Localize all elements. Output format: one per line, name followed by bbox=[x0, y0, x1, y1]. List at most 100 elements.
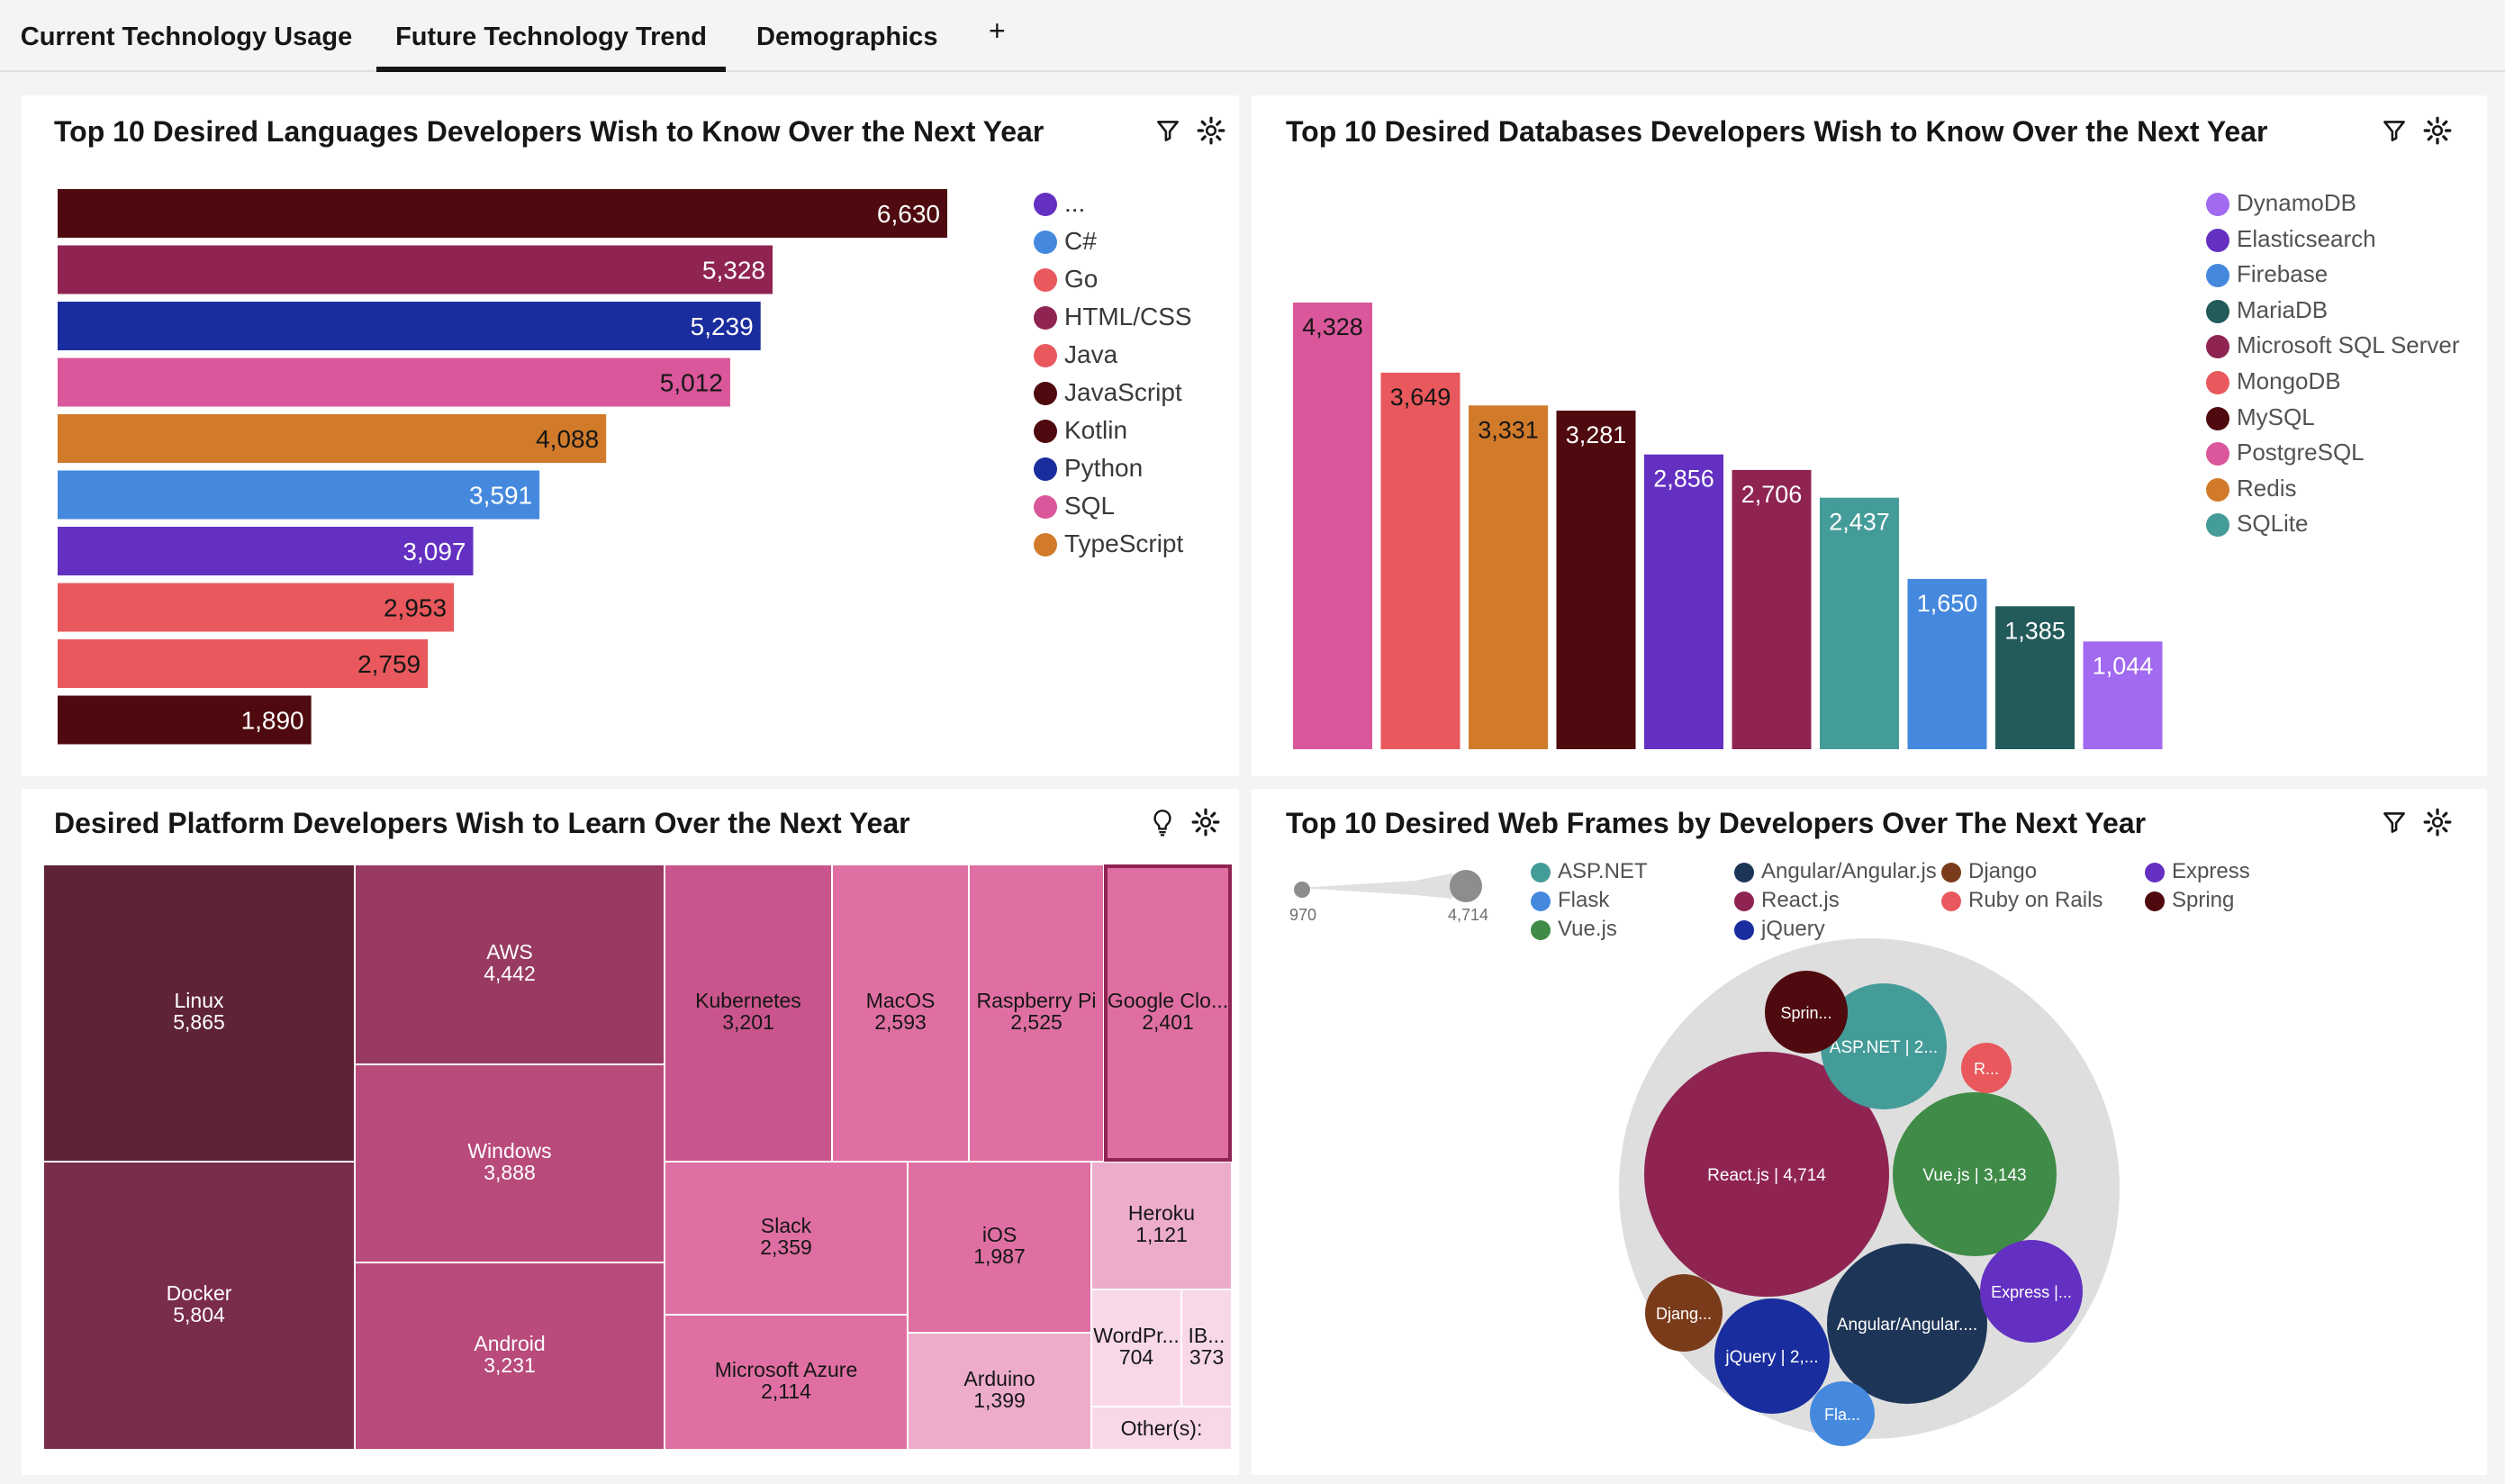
database-bar-4[interactable] bbox=[1644, 454, 1723, 749]
legend-swatch bbox=[1034, 268, 1057, 292]
language-bar-4[interactable] bbox=[58, 414, 607, 463]
language-bar-5[interactable] bbox=[58, 470, 540, 520]
database-bar-3[interactable] bbox=[1556, 410, 1636, 749]
database-bar-7[interactable] bbox=[1907, 578, 1987, 749]
treemap-label: Microsoft Azure bbox=[715, 1358, 858, 1381]
treemap-cell-google-clo[interactable]: Google Clo...2,401 bbox=[1103, 864, 1233, 1163]
database-bar-9[interactable] bbox=[2083, 641, 2163, 749]
database-bar-label-6: 2,437 bbox=[1829, 509, 1890, 536]
language-bar-6[interactable] bbox=[58, 527, 474, 575]
treemap-label: Raspberry Pi bbox=[977, 989, 1097, 1012]
bubble-label: ASP.NET | 2... bbox=[1830, 1038, 1938, 1057]
filter-icon[interactable] bbox=[2379, 807, 2410, 837]
tab-future-technology-trend[interactable]: Future Technology Trend bbox=[376, 0, 726, 72]
settings-icon[interactable] bbox=[2422, 115, 2453, 146]
language-bar-label-4: 4,088 bbox=[536, 425, 599, 453]
database-bar-label-3: 3,281 bbox=[1566, 421, 1627, 448]
webframes-legend: ASP.NET Angular/Angular.js Django Express Fl… bbox=[1531, 859, 2467, 958]
language-bar-3[interactable] bbox=[58, 357, 730, 407]
languages-title: Top 10 Desired Languages Developers Wish… bbox=[54, 115, 1045, 148]
language-bar-0[interactable] bbox=[58, 189, 947, 238]
add-tab-button[interactable]: + bbox=[989, 14, 1006, 47]
lightbulb-icon[interactable] bbox=[1147, 807, 1178, 837]
language-bar-2[interactable] bbox=[58, 302, 761, 350]
language-bar-7[interactable] bbox=[58, 583, 455, 632]
treemap-cell-raspberry-pi[interactable]: Raspberry Pi2,525 bbox=[968, 864, 1105, 1163]
bubble-jquery-2[interactable]: jQuery | 2,... bbox=[1714, 1298, 1830, 1414]
treemap-value: 2,525 bbox=[1010, 1010, 1063, 1034]
legend-swatch bbox=[1531, 863, 1551, 882]
bubble-asp-net-2[interactable]: ASP.NET | 2... bbox=[1821, 983, 1947, 1109]
treemap-value: 1,399 bbox=[973, 1389, 1026, 1412]
legend-swatch bbox=[2206, 264, 2229, 288]
database-bar-1[interactable] bbox=[1380, 372, 1460, 749]
legend-label: SQL bbox=[1064, 492, 1116, 520]
bubble-label: Vue.js | 3,143 bbox=[1922, 1166, 2026, 1185]
treemap-cell-wordpr[interactable]: WordPr...704 bbox=[1090, 1289, 1182, 1407]
bubble-sprin[interactable]: Sprin... bbox=[1765, 971, 1848, 1054]
legend-swatch bbox=[1734, 863, 1754, 882]
filter-icon[interactable] bbox=[2379, 115, 2410, 146]
legend-label: MariaDB bbox=[2237, 295, 2329, 323]
database-bar-0[interactable] bbox=[1293, 303, 1372, 749]
treemap-value: 2,114 bbox=[761, 1380, 811, 1403]
database-bar-2[interactable] bbox=[1469, 405, 1548, 749]
filter-icon[interactable] bbox=[1153, 115, 1183, 146]
legend-swatch bbox=[1531, 920, 1551, 940]
language-bar-1[interactable] bbox=[58, 245, 773, 294]
treemap-label: Other(s): bbox=[1121, 1416, 1203, 1440]
legend-label: JavaScript bbox=[1064, 378, 1182, 406]
database-bar-6[interactable] bbox=[1820, 497, 1899, 749]
bubble-r[interactable]: R... bbox=[1961, 1043, 2012, 1093]
bubble-djang[interactable]: Djang... bbox=[1645, 1274, 1723, 1352]
language-bar-9[interactable] bbox=[58, 695, 312, 745]
legend-label: Flask bbox=[1558, 888, 1610, 912]
language-bar-label-9: 1,890 bbox=[241, 707, 304, 735]
tab-current-technology-usage[interactable]: Current Technology Usage bbox=[20, 23, 353, 51]
bubble-react-js-4-714[interactable]: React.js | 4,714 bbox=[1644, 1052, 1889, 1297]
legend-label: TypeScript bbox=[1064, 529, 1184, 557]
treemap-value: 1,987 bbox=[973, 1244, 1026, 1268]
bubble-angular-angular[interactable]: Angular/Angular.... bbox=[1827, 1244, 1987, 1404]
language-bar-label-1: 5,328 bbox=[702, 257, 765, 285]
treemap-cell-ib[interactable]: IB...373 bbox=[1180, 1289, 1233, 1407]
bubble-size-slider[interactable]: 970 4,714 bbox=[1289, 868, 1497, 924]
legend-label: Ruby on Rails bbox=[1968, 888, 2103, 912]
legend-swatch bbox=[2206, 335, 2229, 359]
treemap-label: IB... bbox=[1189, 1324, 1225, 1347]
legend-swatch bbox=[1941, 863, 1961, 882]
legend-label: Java bbox=[1064, 340, 1118, 368]
settings-icon[interactable] bbox=[2422, 807, 2453, 837]
bubble-fla[interactable]: Fla... bbox=[1810, 1381, 1875, 1446]
bubble-vue-js-3-143[interactable]: Vue.js | 3,143 bbox=[1893, 1092, 2057, 1256]
database-bar-8[interactable] bbox=[1995, 606, 2075, 749]
bubble-express[interactable]: Express |... bbox=[1980, 1240, 2083, 1343]
settings-icon[interactable] bbox=[1196, 115, 1226, 146]
legend-label: ASP.NET bbox=[1558, 859, 1648, 883]
legend-swatch bbox=[1941, 891, 1961, 911]
treemap-label: AWS bbox=[486, 940, 533, 964]
treemap-value: 4,442 bbox=[484, 962, 536, 985]
database-bar-5[interactable] bbox=[1732, 469, 1812, 749]
language-bar-8[interactable] bbox=[58, 639, 429, 688]
treemap-label: Kubernetes bbox=[695, 989, 801, 1012]
settings-icon[interactable] bbox=[1190, 807, 1221, 837]
treemap-label: Linux bbox=[175, 989, 224, 1012]
treemap-value: 5,865 bbox=[173, 1010, 225, 1034]
database-bar-label-4: 2,856 bbox=[1653, 466, 1714, 493]
treemap-label: Slack bbox=[761, 1214, 812, 1237]
tab-demographics[interactable]: Demographics bbox=[756, 23, 938, 51]
treemap-cell-other-s[interactable]: Other(s): bbox=[1090, 1406, 1233, 1451]
